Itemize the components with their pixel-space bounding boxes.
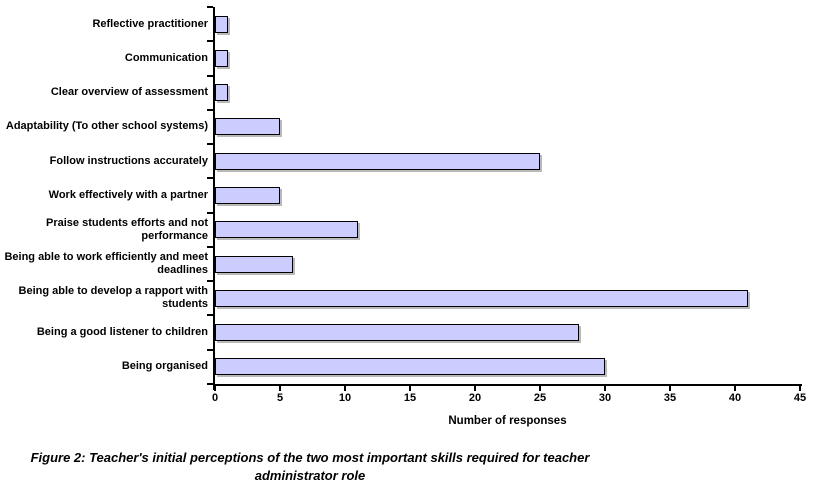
x-axis-tick bbox=[669, 386, 671, 391]
y-axis-tick bbox=[207, 245, 213, 248]
category-label: Being a good listener to children bbox=[36, 326, 208, 339]
bar bbox=[215, 118, 280, 136]
x-axis-tick bbox=[539, 386, 541, 391]
y-axis-tick bbox=[207, 280, 213, 283]
y-axis-line bbox=[213, 7, 215, 390]
bar bbox=[215, 187, 280, 204]
x-axis-tick bbox=[799, 386, 801, 391]
bar bbox=[215, 15, 228, 33]
x-axis-tick-label: 45 bbox=[793, 392, 807, 404]
category-label: Being able to work efficiently and meet … bbox=[4, 251, 208, 277]
category-label: Being able to develop a rapport with stu… bbox=[18, 285, 208, 311]
category-label: Follow instructions accurately bbox=[49, 154, 208, 167]
y-axis-tick bbox=[207, 143, 213, 146]
x-axis-tick-label: 20 bbox=[468, 392, 482, 404]
y-axis-tick bbox=[207, 108, 213, 111]
x-axis-tick bbox=[279, 386, 281, 391]
bar bbox=[215, 358, 605, 376]
x-axis-tick-label: 0 bbox=[211, 392, 219, 404]
x-axis-tick-label: 40 bbox=[728, 392, 742, 404]
plot-area: Reflective practitioner Communication Clea… bbox=[4, 6, 807, 427]
category-label: Being organised bbox=[121, 360, 208, 373]
bar bbox=[215, 221, 358, 239]
y-axis-tick bbox=[207, 40, 213, 43]
x-axis-tick bbox=[344, 386, 346, 391]
x-axis-tick bbox=[214, 386, 216, 391]
y-axis-tick bbox=[207, 348, 213, 351]
figure-caption: Figure 2: Teacher's initial perceptions … bbox=[30, 450, 590, 483]
bar bbox=[215, 289, 748, 307]
bar bbox=[215, 324, 579, 342]
x-axis-title: Number of responses bbox=[448, 415, 567, 427]
category-label: Clear overview of assessment bbox=[50, 86, 208, 99]
bar bbox=[215, 255, 293, 273]
x-axis-tick bbox=[734, 386, 736, 391]
x-axis-tick-label: 5 bbox=[276, 392, 284, 404]
y-axis-tick bbox=[207, 177, 213, 180]
category-labels: Reflective practitioner Communication Clea… bbox=[4, 7, 208, 384]
x-axis-tick-label: 30 bbox=[598, 392, 612, 404]
x-axis-tick-label: 25 bbox=[533, 392, 547, 404]
y-axis-tick bbox=[207, 314, 213, 317]
x-axis-tick bbox=[409, 386, 411, 391]
category-label: Communication bbox=[124, 51, 208, 64]
y-axis-tick bbox=[207, 383, 213, 385]
category-label: Work effectively with a partner bbox=[48, 188, 208, 201]
x-axis-tick-label: 15 bbox=[403, 392, 417, 404]
x-axis-line bbox=[213, 384, 802, 386]
y-axis-tick bbox=[207, 211, 213, 214]
category-label: Adaptability (To other school systems) bbox=[5, 120, 208, 133]
bar bbox=[215, 84, 228, 102]
y-axis-tick bbox=[207, 74, 213, 77]
x-axis-tick bbox=[474, 386, 476, 391]
x-axis-tick-label: 10 bbox=[338, 392, 352, 404]
bar bbox=[215, 49, 228, 67]
x-axis-tick-label: 35 bbox=[663, 392, 677, 404]
bar bbox=[215, 152, 540, 170]
category-label: Reflective practitioner bbox=[92, 17, 208, 30]
y-axis-tick bbox=[207, 6, 213, 8]
category-label: Praise students efforts and not performa… bbox=[46, 216, 208, 242]
x-axis-tick bbox=[604, 386, 606, 391]
bars-area bbox=[215, 7, 800, 384]
